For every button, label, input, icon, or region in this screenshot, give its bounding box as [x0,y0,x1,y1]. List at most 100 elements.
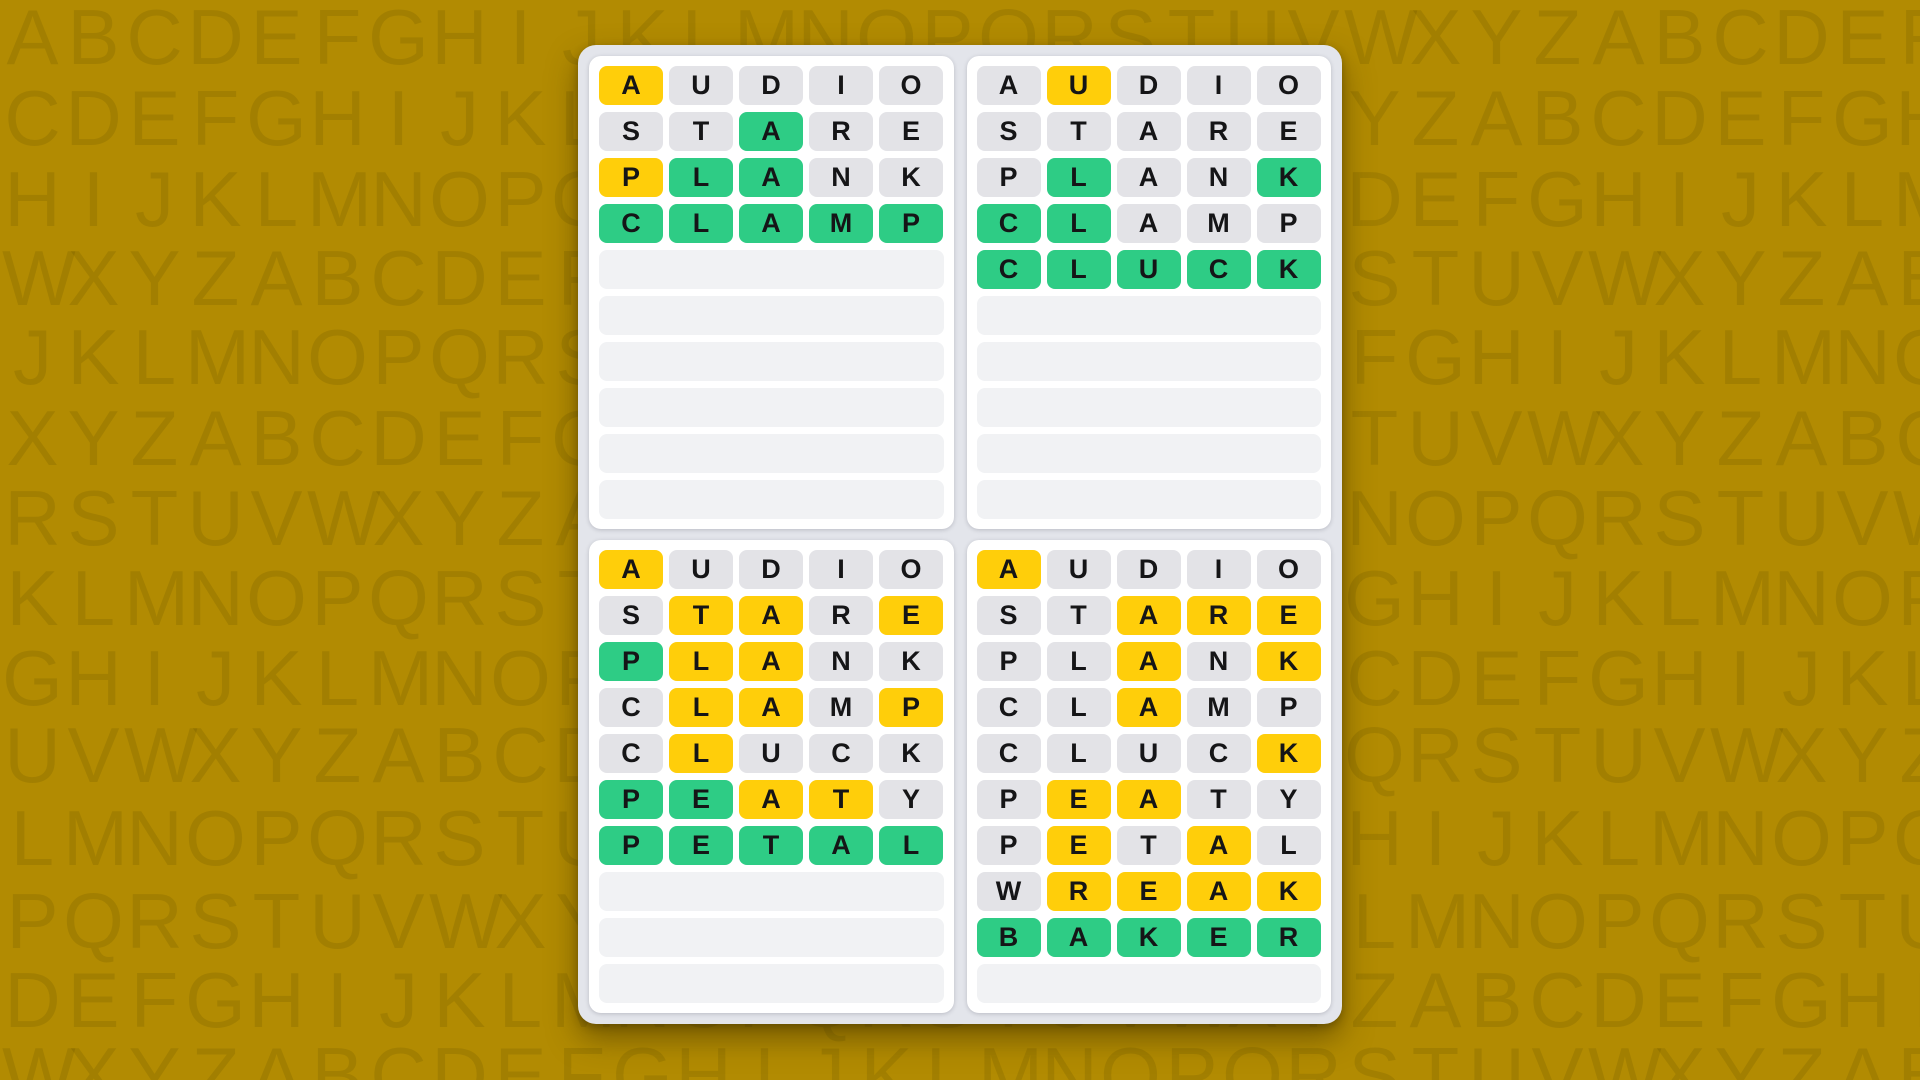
empty-guess-row [599,918,944,957]
letter-tile-gray: U [739,734,803,773]
letter-tile-gray: N [1186,642,1251,681]
letter-tile-gray: D [739,66,803,105]
letter-tile-yellow: A [739,780,803,819]
letter-tile-gray: O [1256,550,1321,589]
letter-tile-yellow: E [1046,780,1111,819]
letter-tile-yellow: A [1186,826,1251,865]
letter-tile-green: L [1046,250,1111,289]
letter-tile-gray: T [669,112,733,151]
letter-tile-gray: I [809,66,873,105]
letter-tile-yellow: A [1116,596,1181,635]
letter-tile-yellow: T [669,596,733,635]
letter-tile-yellow: R [1046,872,1111,911]
letter-tile-green: L [669,204,733,243]
letter-tile-green: T [739,826,803,865]
letter-tile-gray: P [976,158,1041,197]
letter-tile-yellow: A [739,688,803,727]
letter-tile-yellow: A [599,550,663,589]
letter-tile-gray: R [809,596,873,635]
letter-tile-gray: R [809,112,873,151]
letter-tile-green: L [879,826,943,865]
letter-tile-gray: L [1256,826,1321,865]
letter-tile-green: C [976,250,1041,289]
letter-tile-gray: K [879,642,943,681]
letter-tile-green: K [1116,918,1181,957]
letter-tile-gray: A [1116,112,1181,151]
empty-guess-row [599,250,944,289]
letter-tile-gray: N [1186,158,1251,197]
letter-tile-yellow: L [669,688,733,727]
empty-guess-row [976,434,1321,473]
letter-tile-green: P [599,826,663,865]
letter-tile-gray: O [1256,66,1321,105]
letter-tile-gray: L [1046,642,1111,681]
letter-tile-yellow: E [1116,872,1181,911]
letter-tile-gray: C [1186,734,1251,773]
letter-tile-gray: A [976,66,1041,105]
letter-tile-yellow: A [976,550,1041,589]
letter-tile-gray: E [1256,112,1321,151]
empty-guess-row [976,296,1321,335]
letter-tile-gray: S [599,596,663,635]
letter-tile-gray: P [976,780,1041,819]
letter-tile-green: E [1186,918,1251,957]
letter-tile-gray: O [879,550,943,589]
letter-tile-gray: M [809,688,873,727]
letter-tile-gray: T [1186,780,1251,819]
letter-tile-gray: U [669,66,733,105]
letter-tile-gray: S [976,596,1041,635]
letter-tile-green: C [976,204,1041,243]
letter-tile-yellow: E [1046,826,1111,865]
letter-tile-yellow: E [879,596,943,635]
letter-tile-gray: D [1116,66,1181,105]
letter-tile-yellow: R [1186,596,1251,635]
letter-tile-gray: P [976,826,1041,865]
letter-tile-gray: C [599,734,663,773]
letter-tile-gray: L [1046,688,1111,727]
letter-tile-gray: N [809,642,873,681]
letter-tile-gray: C [599,688,663,727]
letter-tile-gray: P [1256,204,1321,243]
letter-tile-gray: U [1116,734,1181,773]
empty-guess-row [599,434,944,473]
letter-tile-gray: C [976,734,1041,773]
letter-tile-gray: K [879,158,943,197]
letter-tile-green: A [1046,918,1111,957]
letter-tile-yellow: K [1256,642,1321,681]
letter-tile-yellow: E [1256,596,1321,635]
letter-tile-gray: R [1186,112,1251,151]
letter-tile-green: A [739,112,803,151]
letter-tile-gray: K [879,734,943,773]
letter-tile-green: C [1186,250,1251,289]
letter-tile-yellow: A [1116,780,1181,819]
letter-tile-gray: C [976,688,1041,727]
letter-tile-yellow: A [1186,872,1251,911]
letter-tile-gray: L [1046,734,1111,773]
letter-tile-green: A [739,158,803,197]
letter-tile-gray: D [1116,550,1181,589]
empty-guess-row [599,964,944,1003]
letter-tile-yellow: K [1256,734,1321,773]
letter-tile-gray: I [809,550,873,589]
